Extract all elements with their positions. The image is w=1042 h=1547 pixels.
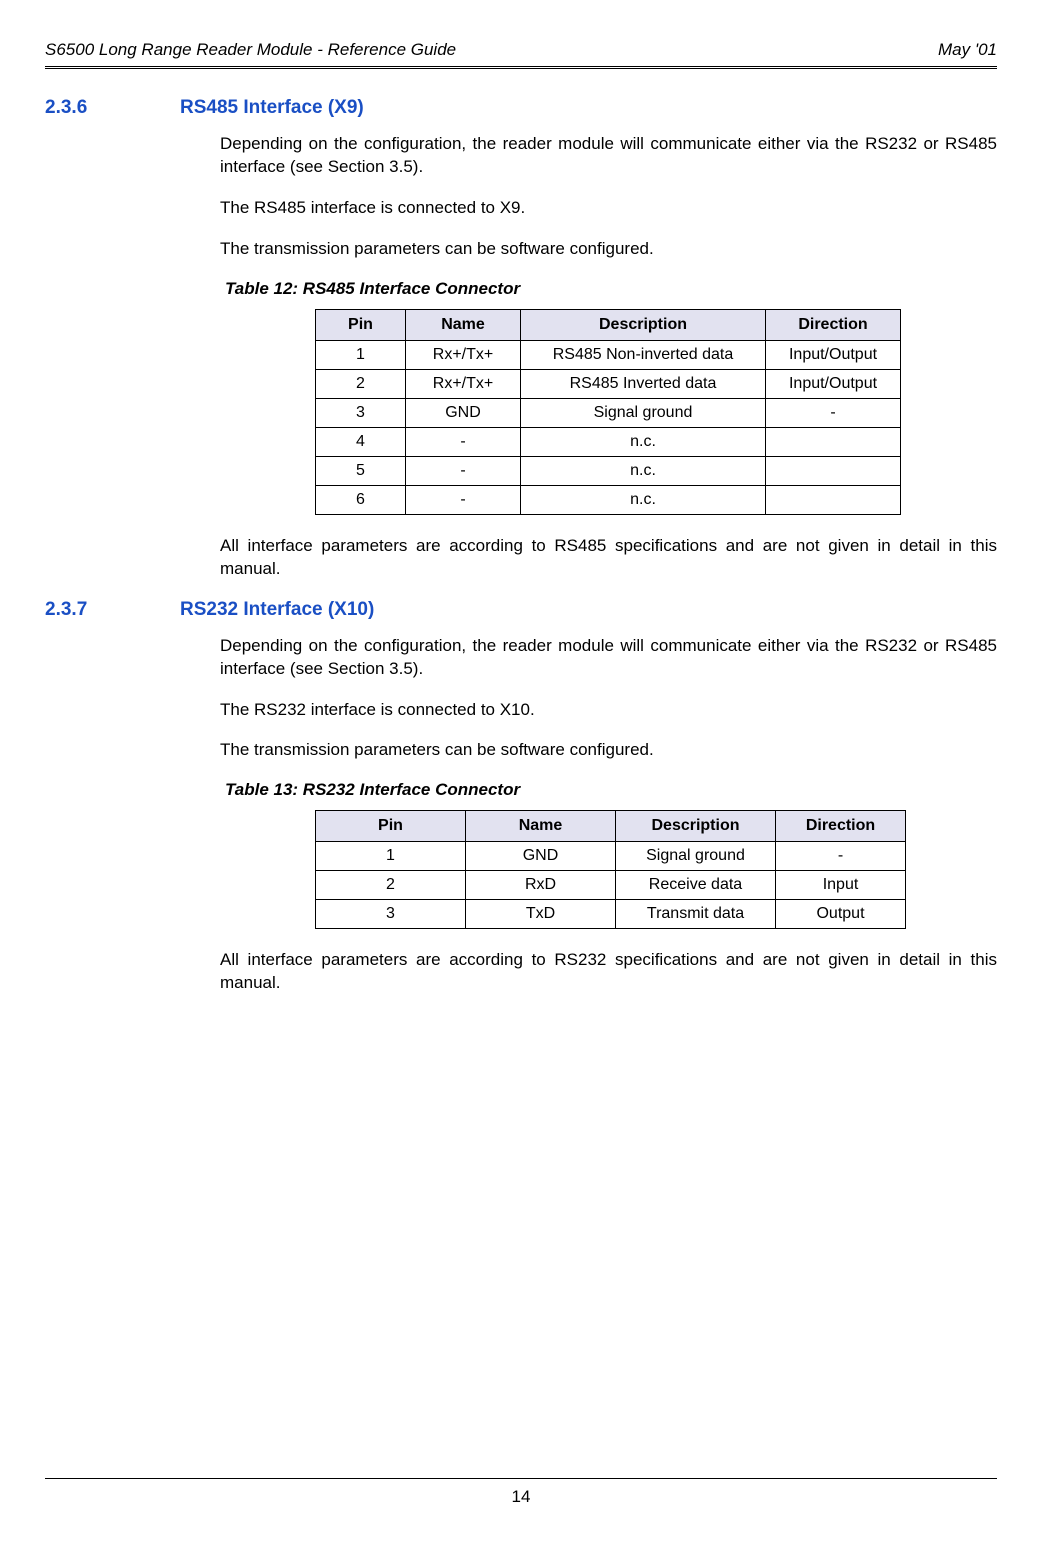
table-row: 2RxDReceive dataInput: [316, 871, 906, 900]
table-cell: 6: [316, 485, 406, 514]
table-header-row: Pin Name Description Direction: [316, 811, 906, 842]
table-row: 5-n.c.: [316, 456, 901, 485]
header-left: S6500 Long Range Reader Module - Referen…: [45, 40, 456, 60]
table-cell: GND: [406, 398, 521, 427]
paragraph: The transmission parameters can be softw…: [220, 739, 997, 762]
table-header-row: Pin Name Description Direction: [316, 309, 901, 340]
section-body-rs485-after: All interface parameters are according t…: [220, 535, 997, 581]
col-pin: Pin: [316, 811, 466, 842]
table-row: 4-n.c.: [316, 427, 901, 456]
section-heading-rs485: 2.3.6 RS485 Interface (X9): [45, 97, 997, 119]
table-row: 3GNDSignal ground-: [316, 398, 901, 427]
table-cell: Signal ground: [521, 398, 766, 427]
table-cell: TxD: [466, 900, 616, 929]
table-cell: Receive data: [616, 871, 776, 900]
table-cell: [766, 427, 901, 456]
table-cell: [766, 456, 901, 485]
table-cell: -: [406, 485, 521, 514]
table-cell: 2: [316, 369, 406, 398]
paragraph: The transmission parameters can be softw…: [220, 238, 997, 261]
rs232-connector-table: Pin Name Description Direction 1GNDSigna…: [315, 810, 906, 929]
section-title: RS232 Interface (X10): [180, 599, 374, 621]
col-name: Name: [406, 309, 521, 340]
table-cell: Input/Output: [766, 369, 901, 398]
section-number: 2.3.6: [45, 97, 180, 119]
page-header: S6500 Long Range Reader Module - Referen…: [45, 40, 997, 67]
table-cell: 1: [316, 340, 406, 369]
section-number: 2.3.7: [45, 599, 180, 621]
page-footer: 14: [45, 1478, 997, 1507]
table-cell: GND: [466, 842, 616, 871]
table-cell: RS485 Inverted data: [521, 369, 766, 398]
table-cell: Input/Output: [766, 340, 901, 369]
paragraph: The RS232 interface is connected to X10.: [220, 699, 997, 722]
table-cell: 5: [316, 456, 406, 485]
table-cell: 1: [316, 842, 466, 871]
table-row: 2Rx+/Tx+RS485 Inverted dataInput/Output: [316, 369, 901, 398]
table-cell: 3: [316, 900, 466, 929]
table-cell: -: [406, 427, 521, 456]
paragraph: All interface parameters are according t…: [220, 535, 997, 581]
section-title: RS485 Interface (X9): [180, 97, 364, 119]
rs485-connector-table: Pin Name Description Direction 1Rx+/Tx+R…: [315, 309, 901, 515]
table-cell: n.c.: [521, 456, 766, 485]
table-row: 3TxDTransmit dataOutput: [316, 900, 906, 929]
header-right: May '01: [938, 40, 997, 60]
col-direction: Direction: [766, 309, 901, 340]
table-cell: n.c.: [521, 485, 766, 514]
paragraph: The RS485 interface is connected to X9.: [220, 197, 997, 220]
table-cell: -: [766, 398, 901, 427]
table-cell: RS485 Non-inverted data: [521, 340, 766, 369]
table-cell: Rx+/Tx+: [406, 369, 521, 398]
table-cell: Output: [776, 900, 906, 929]
table-cell: [766, 485, 901, 514]
col-description: Description: [521, 309, 766, 340]
table-cell: Input: [776, 871, 906, 900]
table-cell: Transmit data: [616, 900, 776, 929]
paragraph: All interface parameters are according t…: [220, 949, 997, 995]
section-heading-rs232: 2.3.7 RS232 Interface (X10): [45, 599, 997, 621]
table-cell: 2: [316, 871, 466, 900]
page-number: 14: [512, 1487, 531, 1506]
col-direction: Direction: [776, 811, 906, 842]
table-cell: Rx+/Tx+: [406, 340, 521, 369]
col-description: Description: [616, 811, 776, 842]
table-cell: 4: [316, 427, 406, 456]
section-body-rs232-after: All interface parameters are according t…: [220, 949, 997, 995]
table-cell: Signal ground: [616, 842, 776, 871]
paragraph: Depending on the configuration, the read…: [220, 133, 997, 179]
table-row: 1Rx+/Tx+RS485 Non-inverted dataInput/Out…: [316, 340, 901, 369]
table-caption: Table 12: RS485 Interface Connector: [225, 279, 997, 299]
table-cell: 3: [316, 398, 406, 427]
table-row: 6-n.c.: [316, 485, 901, 514]
col-name: Name: [466, 811, 616, 842]
table-row: 1GNDSignal ground-: [316, 842, 906, 871]
table-cell: n.c.: [521, 427, 766, 456]
table-caption: Table 13: RS232 Interface Connector: [225, 780, 997, 800]
section-body-rs485: Depending on the configuration, the read…: [220, 133, 997, 261]
table-cell: -: [776, 842, 906, 871]
section-body-rs232: Depending on the configuration, the read…: [220, 635, 997, 763]
table-cell: RxD: [466, 871, 616, 900]
col-pin: Pin: [316, 309, 406, 340]
page-content: 2.3.6 RS485 Interface (X9) Depending on …: [45, 69, 997, 995]
table-cell: -: [406, 456, 521, 485]
paragraph: Depending on the configuration, the read…: [220, 635, 997, 681]
